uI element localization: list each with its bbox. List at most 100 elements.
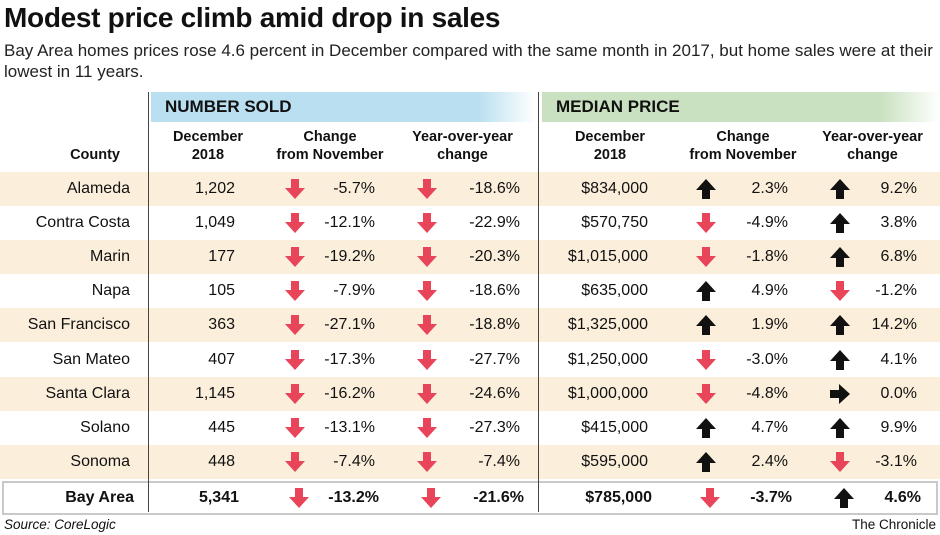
column-header-sold-december: December 2018 xyxy=(172,129,244,163)
county-cell: Marin xyxy=(89,248,130,266)
price-yoy-cell: 9.9% xyxy=(880,418,917,436)
number-sold-cell: 1,049 xyxy=(194,214,235,232)
sold-change-cell: -5.7% xyxy=(333,180,375,197)
price-change-cell: -4.9% xyxy=(746,214,788,232)
arrow-down-icon xyxy=(695,349,717,371)
sold-yoy-cell: -20.3% xyxy=(469,248,520,266)
arrow-down-icon xyxy=(284,451,306,473)
table-row: San Francisco 363 -27.1% -18.8% $1,325,000 1.… xyxy=(0,308,940,343)
divider-left xyxy=(148,92,149,512)
price-yoy-cell: 0.0% xyxy=(880,384,917,402)
number-sold-cell: 177 xyxy=(208,248,235,266)
price-change-cell: 1.9% xyxy=(751,316,788,334)
table-row: Santa Clara 1,145 -16.2% -24.6% $1,000,000 -4… xyxy=(0,376,940,411)
county-cell: San Mateo xyxy=(52,350,130,368)
arrow-up-icon xyxy=(695,417,717,439)
total-row: Bay Area 5,341 -13.2% -21.6% $785,000 -3.7% 4.… xyxy=(2,481,938,515)
price-yoy-cell: -3.1% xyxy=(875,452,917,470)
sold-change-cell: -12.1% xyxy=(324,214,375,232)
column-header-sold-yoy: Year-over-year change xyxy=(412,129,513,163)
sold-change-cell: -16.2% xyxy=(324,384,375,402)
section-header-number-sold: NUMBER SOLD xyxy=(151,92,535,122)
price-change-cell: 4.7% xyxy=(751,418,788,436)
arrow-down-icon xyxy=(420,487,442,509)
column-header-county: County xyxy=(70,147,120,163)
arrow-down-icon xyxy=(829,280,851,302)
arrow-up-icon xyxy=(695,178,717,200)
median-price-cell: $415,000 xyxy=(581,418,648,436)
arrow-down-icon xyxy=(416,246,438,268)
table-row: Marin 177 -19.2% -20.3% $1,015,000 -1.8% 6.8% xyxy=(0,240,940,275)
median-price-cell: $570,750 xyxy=(581,214,648,232)
arrow-up-icon xyxy=(695,280,717,302)
number-sold-cell: 1,202 xyxy=(194,180,235,197)
number-sold-cell: 5,341 xyxy=(198,489,239,506)
county-cell: Alameda xyxy=(66,180,130,197)
arrow-down-icon xyxy=(284,314,306,336)
arrow-down-icon xyxy=(695,383,717,405)
sold-yoy-cell: -21.6% xyxy=(473,489,524,506)
arrow-up-icon xyxy=(829,349,851,371)
price-change-cell: -3.0% xyxy=(746,350,788,368)
sold-change-cell: -13.2% xyxy=(328,489,379,506)
median-price-cell: $595,000 xyxy=(581,452,648,470)
sold-yoy-cell: -7.4% xyxy=(478,452,520,470)
arrow-up-icon xyxy=(829,178,851,200)
price-change-cell: -1.8% xyxy=(746,248,788,266)
sold-change-cell: -7.9% xyxy=(333,282,375,300)
county-cell: Santa Clara xyxy=(45,384,131,402)
price-yoy-cell: 6.8% xyxy=(880,248,917,266)
divider-middle xyxy=(538,92,539,512)
arrow-down-icon xyxy=(284,349,306,371)
number-sold-cell: 448 xyxy=(208,452,235,470)
price-yoy-cell: -1.2% xyxy=(875,282,917,300)
page-title: Modest price climb amid drop in sales xyxy=(4,2,501,33)
arrow-up-icon xyxy=(833,487,855,509)
arrow-down-icon xyxy=(284,246,306,268)
median-price-cell: $1,325,000 xyxy=(567,316,648,334)
arrow-down-icon xyxy=(416,451,438,473)
arrow-up-icon xyxy=(695,314,717,336)
price-yoy-cell: 14.2% xyxy=(871,316,917,334)
column-header-price-yoy: Year-over-year change xyxy=(822,129,923,163)
subtitle: Bay Area homes prices rose 4.6 percent i… xyxy=(4,41,933,81)
arrow-down-icon xyxy=(284,417,306,439)
column-header-sold-change: Change from November xyxy=(276,129,384,163)
median-price-cell: $785,000 xyxy=(585,489,652,506)
arrow-down-icon xyxy=(416,383,438,405)
median-price-cell: $834,000 xyxy=(581,180,648,197)
number-sold-cell: 105 xyxy=(208,282,235,300)
county-cell: Napa xyxy=(91,282,130,300)
sold-change-cell: -19.2% xyxy=(324,248,375,266)
arrow-down-icon xyxy=(416,417,438,439)
price-yoy-cell: 3.8% xyxy=(880,214,917,232)
price-change-cell: 4.9% xyxy=(751,282,788,300)
median-price-cell: $1,250,000 xyxy=(567,350,648,368)
county-cell: San Francisco xyxy=(27,316,130,334)
sold-yoy-cell: -24.6% xyxy=(469,384,520,402)
price-change-cell: -3.7% xyxy=(750,489,792,506)
sold-yoy-cell: -22.9% xyxy=(469,214,520,232)
arrow-down-icon xyxy=(416,178,438,200)
sold-change-cell: -17.3% xyxy=(324,350,375,368)
county-cell: Contra Costa xyxy=(35,214,130,232)
table-row: Napa 105 -7.9% -18.6% $635,000 4.9% -1.2% xyxy=(0,274,940,308)
price-yoy-cell: 4.6% xyxy=(884,489,921,506)
number-sold-cell: 445 xyxy=(208,418,235,436)
arrow-down-icon xyxy=(695,212,717,234)
table-row: Solano 445 -13.1% -27.3% $415,000 4.7% 9.9% xyxy=(0,411,940,445)
arrow-down-icon xyxy=(695,246,717,268)
arrow-down-icon xyxy=(416,280,438,302)
median-price-cell: $1,000,000 xyxy=(567,384,648,402)
arrow-right-icon xyxy=(829,383,851,405)
arrow-down-icon xyxy=(416,349,438,371)
arrow-up-icon xyxy=(829,417,851,439)
arrow-down-icon xyxy=(284,212,306,234)
sold-change-cell: -7.4% xyxy=(333,452,375,470)
sold-yoy-cell: -27.7% xyxy=(469,350,520,368)
sold-change-cell: -27.1% xyxy=(324,316,375,334)
arrow-down-icon xyxy=(284,383,306,405)
section-header-median-price: MEDIAN PRICE xyxy=(542,92,940,122)
price-change-cell: -4.8% xyxy=(746,384,788,402)
price-yoy-cell: 9.2% xyxy=(880,180,917,197)
